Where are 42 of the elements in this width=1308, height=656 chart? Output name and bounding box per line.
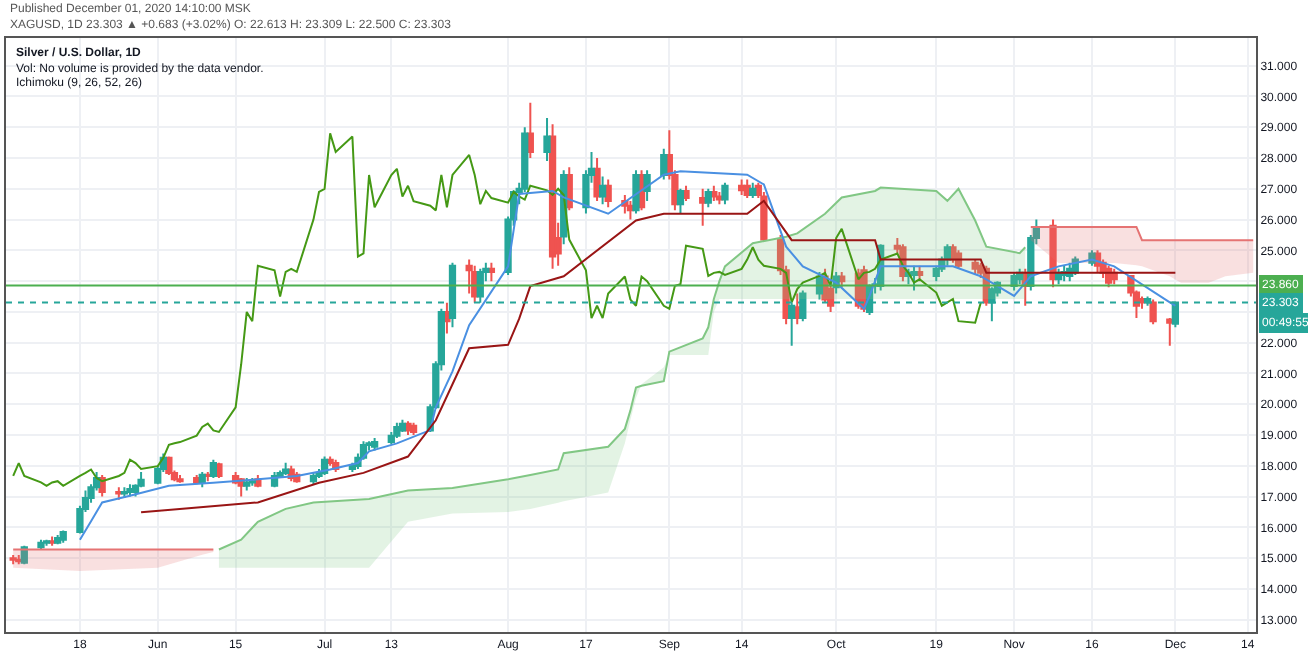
candlestick (370, 437, 379, 452)
candlestick (1166, 317, 1174, 347)
candlestick (1149, 298, 1157, 326)
candlestick (526, 101, 534, 160)
candlestick (699, 187, 707, 227)
candlestick (548, 123, 557, 270)
line-series (78, 170, 1177, 541)
candlestick (593, 157, 601, 203)
candlestick (115, 486, 123, 501)
candlestick (398, 418, 407, 433)
candlestick (42, 538, 51, 547)
candlestick (660, 147, 668, 181)
candlestick (721, 181, 729, 206)
candlestick (943, 243, 952, 267)
candlestick (604, 178, 612, 209)
candlestick (1049, 218, 1057, 289)
candlestick (760, 190, 768, 243)
candlestick (365, 440, 373, 452)
candlestick (676, 187, 685, 215)
candlestick (243, 477, 251, 492)
candlestick (465, 258, 473, 295)
candlestick (910, 264, 918, 292)
candlestick (282, 461, 290, 477)
candlestick (738, 178, 746, 196)
line-series (12, 132, 982, 487)
candlestick (54, 534, 62, 546)
candlestick (59, 529, 67, 544)
candlestick (409, 421, 418, 437)
line-series (140, 199, 1177, 514)
candlestick (932, 264, 940, 283)
candlestick (176, 474, 184, 484)
candlestick (543, 117, 551, 163)
candlestick (598, 175, 607, 206)
candlestick (393, 421, 401, 440)
candlestick (704, 187, 712, 209)
candlestick (749, 181, 757, 200)
candlestick (37, 538, 45, 550)
candlestick (487, 261, 496, 283)
candlestick (9, 554, 17, 566)
candlestick (120, 486, 129, 500)
candlestick (209, 458, 217, 480)
candlestick (137, 470, 145, 489)
